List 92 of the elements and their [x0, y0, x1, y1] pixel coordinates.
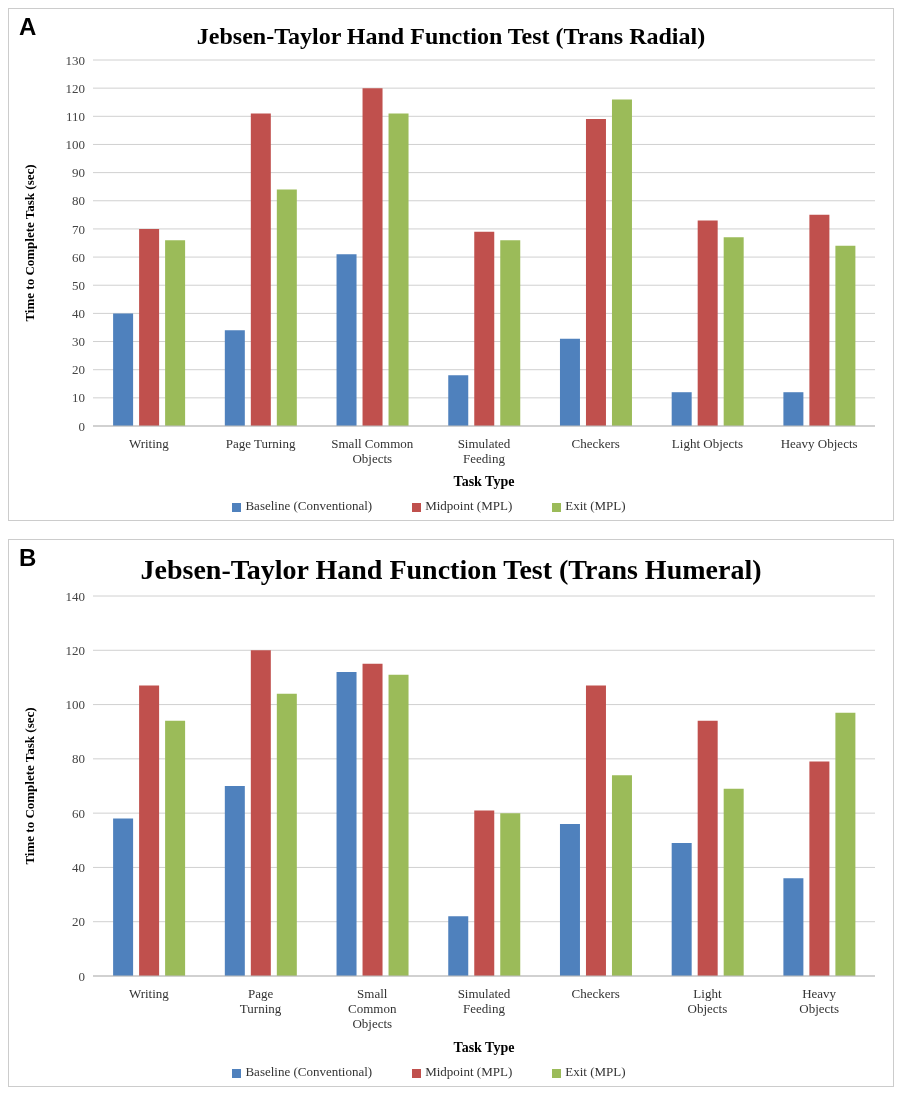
- legend-label: Exit (MPL): [565, 498, 626, 513]
- bar: [559, 338, 580, 426]
- y-tick-label: 80: [72, 751, 85, 767]
- bar: [697, 220, 718, 426]
- x-axis-title: Task Type: [453, 1040, 515, 1055]
- bar: [276, 189, 297, 426]
- bar: [448, 916, 469, 976]
- bar: [362, 88, 383, 426]
- x-axis-title: Task Type: [453, 474, 515, 489]
- bar: [113, 313, 134, 426]
- x-tick-label: Writing: [128, 436, 170, 451]
- bar: [276, 693, 297, 976]
- bar: [500, 240, 521, 426]
- bar: [697, 720, 718, 976]
- bar: [336, 254, 357, 426]
- x-tick-label: Heavy Objects: [799, 986, 839, 1016]
- x-tick-label: Small Common Objects: [348, 986, 397, 1031]
- y-tick-label: 120: [65, 80, 85, 96]
- bar: [783, 392, 804, 426]
- bar: [250, 650, 271, 976]
- bar: [723, 237, 744, 426]
- y-tick-label: 50: [72, 277, 85, 293]
- y-tick-label: 140: [65, 588, 85, 604]
- bar: [500, 813, 521, 976]
- legend-label: Baseline (Conventional): [245, 1064, 373, 1079]
- bar: [671, 843, 692, 976]
- y-tick-label: 10: [72, 390, 85, 406]
- bar: [474, 810, 495, 976]
- bar: [559, 824, 580, 976]
- y-tick-label: 60: [72, 249, 85, 265]
- x-tick-label: Light Objects: [671, 436, 743, 451]
- x-tick-label: Checkers: [571, 986, 620, 1001]
- bar: [224, 786, 245, 976]
- y-tick-label: 0: [78, 418, 85, 434]
- y-tick-label: 20: [72, 362, 85, 378]
- bar: [809, 761, 830, 976]
- bar: [611, 775, 632, 976]
- bar: [362, 663, 383, 976]
- y-axis-title: Time to Complete Task (sec): [21, 707, 37, 865]
- y-tick-label: 120: [65, 642, 85, 658]
- legend-label: Midpoint (MPL): [425, 1064, 513, 1079]
- legend-label: Baseline (Conventional): [245, 498, 373, 513]
- x-tick-label: Simulated Feeding: [457, 436, 511, 466]
- bar: [835, 245, 856, 426]
- bar: [809, 214, 830, 426]
- legend-label: Midpoint (MPL): [425, 498, 513, 513]
- bar: [474, 231, 495, 426]
- legend-label: Exit (MPL): [565, 1064, 626, 1079]
- y-tick-label: 110: [65, 108, 85, 124]
- y-tick-label: 20: [72, 914, 85, 930]
- bar: [448, 375, 469, 426]
- bar: [165, 240, 186, 426]
- bar: [388, 113, 409, 426]
- text: A: [19, 13, 37, 41]
- x-tick-label: Page Turning: [239, 986, 282, 1016]
- bar: [336, 672, 357, 976]
- y-tick-label: 0: [78, 968, 85, 984]
- chart-title: Jebsen-Taylor Hand Function Test (Trans Radial): [196, 23, 706, 49]
- y-tick-label: 100: [65, 137, 85, 153]
- bar: [835, 712, 856, 976]
- bar: [139, 228, 160, 426]
- bar: [585, 119, 606, 426]
- y-tick-label: 60: [72, 805, 85, 821]
- bar: [139, 685, 160, 976]
- bar: [611, 99, 632, 426]
- y-tick-label: 30: [72, 334, 85, 350]
- bar: [113, 818, 134, 976]
- x-tick-label: Heavy Objects: [780, 436, 858, 451]
- x-tick-label: Checkers: [571, 436, 620, 451]
- bar: [250, 113, 271, 426]
- bar: [165, 720, 186, 976]
- y-tick-label: 40: [72, 306, 85, 321]
- y-axis-title: Time to Complete Task (sec): [21, 164, 37, 322]
- bar: [783, 878, 804, 976]
- y-tick-label: 90: [72, 165, 85, 181]
- y-tick-label: 70: [72, 221, 85, 237]
- y-tick-label: 100: [65, 697, 85, 713]
- text: B: [19, 544, 37, 572]
- bar: [723, 788, 744, 976]
- bar: [224, 330, 245, 426]
- chart-title: Jebsen-Taylor Hand Function Test (Trans Humeral): [140, 554, 762, 585]
- bar: [671, 392, 692, 426]
- x-tick-label: Simulated Feeding: [457, 986, 511, 1016]
- x-tick-label: Light Objects: [687, 986, 728, 1016]
- bar: [388, 674, 409, 976]
- y-tick-label: 40: [72, 860, 85, 876]
- y-tick-label: 80: [72, 193, 85, 209]
- x-tick-label: Small Common Objects: [331, 436, 414, 466]
- x-tick-label: Writing: [128, 986, 170, 1001]
- x-tick-label: Page Turning: [225, 436, 296, 451]
- bar: [585, 685, 606, 976]
- y-tick-label: 130: [65, 52, 85, 68]
